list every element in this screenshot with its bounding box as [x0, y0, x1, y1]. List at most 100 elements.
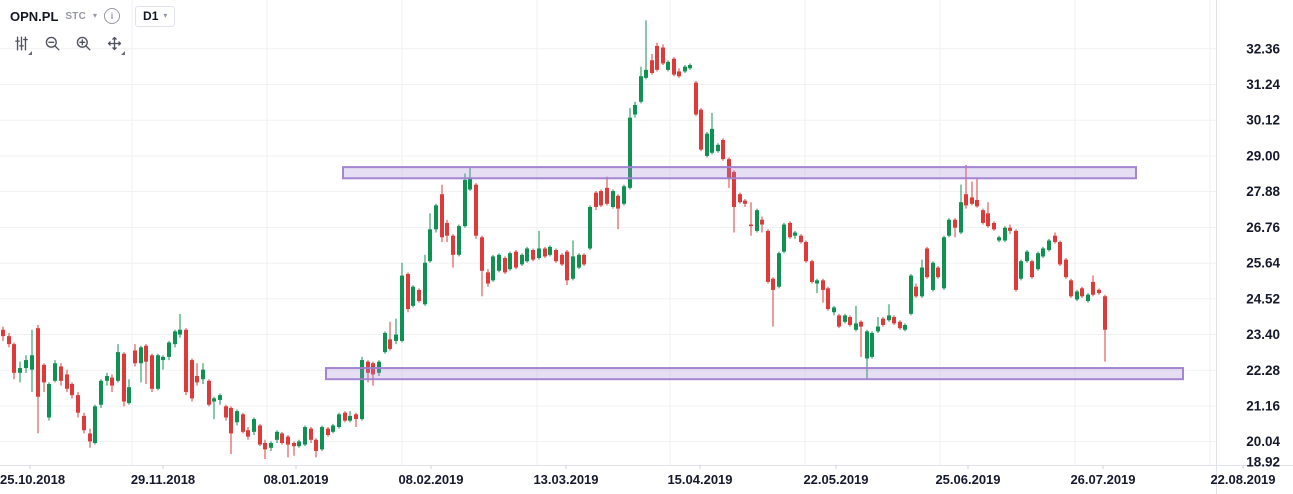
candle: [848, 315, 852, 327]
candle: [815, 278, 819, 294]
chart-header: OPN.PL STC ▾ i D1 ▾: [0, 0, 176, 55]
candle: [1, 326, 5, 341]
candle: [59, 363, 63, 386]
candle: [964, 164, 968, 209]
info-icon[interactable]: i: [104, 8, 121, 24]
candle: [925, 246, 929, 279]
support-zone[interactable]: [325, 367, 1184, 381]
candle: [173, 329, 177, 348]
time-tick-label: 22.05.2019: [803, 472, 868, 487]
resistance-zone[interactable]: [342, 166, 1137, 180]
exchange-label: STC: [65, 10, 87, 22]
candle: [628, 108, 632, 190]
candle: [859, 320, 863, 357]
candle: [65, 369, 69, 392]
candle: [161, 355, 165, 370]
chevron-down-icon[interactable]: ▾: [93, 11, 98, 20]
candle: [1075, 289, 1079, 302]
candle: [914, 283, 918, 298]
candle: [738, 192, 742, 204]
candle: [616, 194, 620, 230]
candle: [70, 382, 74, 399]
candle: [1030, 259, 1034, 279]
candle: [320, 425, 324, 451]
candle: [1103, 294, 1107, 362]
candle: [156, 353, 160, 391]
candle: [474, 183, 478, 239]
candle: [727, 157, 731, 188]
candle: [622, 184, 626, 206]
candle: [331, 423, 335, 434]
time-axis[interactable]: 25.10.2018 29.11.2018 08.01.2019 08.02.2019…: [0, 465, 1276, 487]
candle: [1086, 293, 1090, 303]
candle: [909, 273, 913, 316]
candle: [400, 262, 404, 343]
candle: [303, 425, 307, 447]
zoom-in-icon[interactable]: [72, 32, 94, 54]
candle: [571, 240, 575, 281]
candle: [1025, 250, 1029, 263]
candle: [655, 42, 659, 72]
candle: [1008, 224, 1012, 235]
candle: [224, 404, 228, 421]
candle: [876, 317, 880, 333]
symbol-row: OPN.PL STC ▾ i D1 ▾: [10, 5, 176, 27]
candle: [721, 138, 725, 161]
candle: [970, 181, 974, 206]
candle: [892, 315, 896, 325]
chart-plot-area[interactable]: [0, 0, 1216, 465]
candle: [953, 218, 957, 238]
timeframe-button[interactable]: D1 ▾: [135, 5, 176, 27]
candle: [749, 202, 753, 236]
candle: [1014, 229, 1018, 292]
candle: [837, 313, 841, 329]
candle: [531, 248, 535, 262]
chart-toolbar: [10, 32, 175, 55]
candle: [184, 328, 188, 396]
candle: [743, 199, 747, 207]
price-tick-label: 23.40: [1246, 327, 1280, 342]
symbol-title[interactable]: OPN.PL: [10, 8, 59, 24]
price-axis[interactable]: 32.36 31.24 30.12 29.00 27.88 26.76 25.64 24.52…: [1246, 41, 1280, 469]
zoom-out-icon[interactable]: [41, 32, 63, 54]
candle: [650, 53, 654, 75]
price-tick-label: 18.92: [1246, 455, 1280, 470]
candle: [139, 345, 143, 383]
candle: [269, 441, 273, 451]
candle: [292, 441, 296, 456]
candle: [275, 430, 279, 443]
candle: [1036, 251, 1040, 271]
candle: [1091, 275, 1095, 297]
candle: [309, 427, 313, 443]
candle: [388, 321, 392, 351]
candle: [480, 235, 484, 297]
pan-icon[interactable]: [103, 32, 125, 55]
candle: [594, 191, 598, 211]
candle: [457, 224, 461, 257]
candle: [799, 234, 803, 244]
candle: [434, 203, 438, 233]
corner-caret-icon: [28, 51, 32, 55]
candle: [417, 288, 421, 303]
candle: [582, 253, 586, 266]
candle: [503, 256, 507, 274]
candle: [360, 356, 364, 421]
candle: [195, 363, 199, 386]
candle: [383, 331, 387, 354]
candle: [440, 184, 444, 243]
price-tick-label: 20.04: [1246, 434, 1280, 449]
candle: [710, 112, 714, 155]
candle: [258, 423, 262, 447]
candle: [468, 168, 472, 192]
candle: [992, 221, 996, 231]
candle: [12, 342, 16, 380]
indicators-icon[interactable]: [10, 32, 32, 55]
candle: [76, 391, 80, 418]
candle: [144, 344, 148, 384]
time-tick-label: 22.08.2019: [1210, 472, 1275, 487]
candle: [898, 320, 902, 330]
candle: [537, 230, 541, 260]
time-tick-label: 15.04.2019: [667, 472, 732, 487]
candle: [788, 221, 792, 239]
